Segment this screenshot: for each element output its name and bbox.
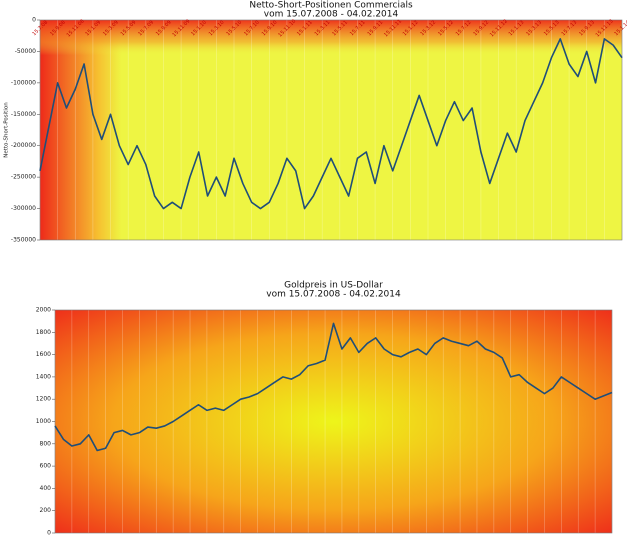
plot-background (55, 310, 612, 533)
data-line (39, 38, 623, 210)
chart-subtitle: vom 15.07.2008 - 04.02.2014 (266, 290, 401, 300)
y-tick-label: -350000 (11, 237, 36, 244)
y-tick-label: 800 (40, 440, 52, 447)
chart-title: Netto-Short-Positionen Commercials (249, 1, 413, 11)
chart-title: Goldpreis in US-Dollar (284, 281, 383, 291)
y-tick-label: 0 (47, 530, 51, 535)
y-tick-label: 1000 (36, 418, 51, 425)
y-tick-label: -100000 (11, 79, 36, 86)
chart-subtitle: vom 15.07.2008 - 04.02.2014 (264, 10, 399, 20)
y-tick-label: -50000 (15, 48, 36, 55)
plot-background-top (40, 20, 622, 240)
plot-frame (39, 19, 623, 241)
y-tick-label: 400 (40, 485, 52, 492)
y-tick-label: 1400 (36, 373, 51, 380)
y-tick-label: 1800 (36, 329, 51, 336)
y-tick-label: -150000 (11, 111, 36, 118)
y-axis-label: Netto-Short-Position (4, 102, 10, 158)
y-tick-label: -250000 (11, 174, 36, 181)
y-tick-label: -300000 (11, 205, 36, 212)
y-tick-label: 1200 (36, 396, 51, 403)
y-tick-label: 0 (32, 17, 36, 24)
data-line (54, 322, 613, 452)
y-tick-label: 600 (40, 463, 52, 470)
y-tick-label: 200 (40, 507, 52, 514)
y-tick-label: 1600 (36, 351, 51, 358)
y-tick-label: -200000 (11, 142, 36, 149)
y-tick-label: 2000 (36, 307, 51, 314)
